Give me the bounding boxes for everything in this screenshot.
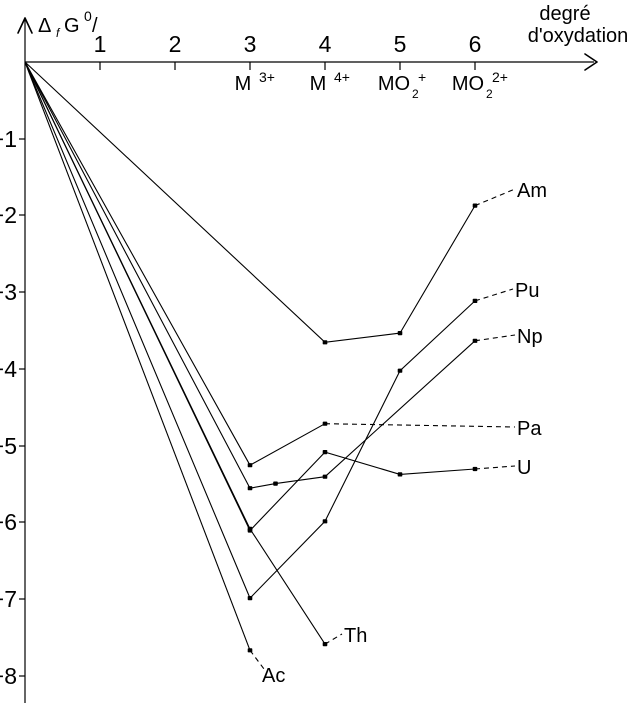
svg-text:Pa: Pa: [517, 418, 542, 440]
svg-text:3+: 3+: [259, 69, 275, 85]
svg-text:−5: −5: [0, 433, 17, 459]
svg-text:Ac: Ac: [262, 665, 285, 687]
svg-text:4: 4: [319, 31, 332, 57]
svg-text:2: 2: [169, 31, 182, 57]
svg-text:−2: −2: [0, 202, 17, 228]
svg-text:−3: −3: [0, 279, 17, 305]
svg-text:d'oxydation: d'oxydation: [528, 25, 629, 47]
svg-text:2+: 2+: [492, 69, 508, 85]
svg-text:Th: Th: [344, 625, 367, 647]
svg-text:Am: Am: [517, 180, 547, 202]
svg-text:Np: Np: [517, 326, 543, 348]
svg-text:U: U: [517, 457, 531, 479]
svg-text:MO: MO: [378, 73, 410, 95]
svg-text:2: 2: [486, 87, 493, 101]
svg-text:2: 2: [412, 87, 419, 101]
svg-text:Pu: Pu: [515, 280, 539, 302]
svg-text:+: +: [418, 69, 426, 85]
svg-text:4+: 4+: [334, 69, 350, 85]
svg-text:−7: −7: [0, 586, 17, 612]
svg-text:MO: MO: [452, 73, 484, 95]
svg-text:/: /: [92, 15, 98, 37]
svg-text:degré: degré: [539, 3, 590, 25]
svg-text:M: M: [310, 73, 327, 95]
svg-text:−6: −6: [0, 509, 17, 535]
svg-text:3: 3: [244, 31, 257, 57]
svg-text:5: 5: [394, 31, 407, 57]
svg-text:Δ: Δ: [38, 15, 51, 37]
svg-text:−4: −4: [0, 356, 17, 382]
svg-text:0: 0: [84, 8, 92, 24]
svg-text:M: M: [235, 73, 252, 95]
svg-text:−8: −8: [0, 663, 17, 689]
svg-text:6: 6: [469, 31, 482, 57]
svg-text:G: G: [64, 15, 80, 37]
svg-text:−1: −1: [0, 126, 17, 152]
